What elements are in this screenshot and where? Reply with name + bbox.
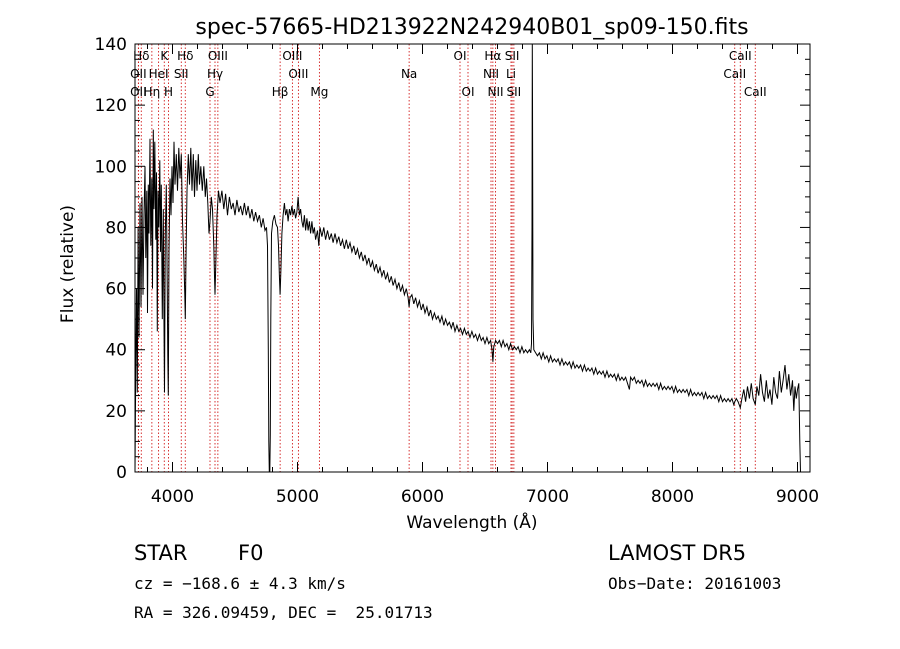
spectral-line-label: CaII (723, 67, 746, 81)
x-tick-label: 4000 (151, 487, 194, 507)
spectral-line-label: OIII (208, 49, 228, 63)
x-tick-label: 9000 (776, 487, 819, 507)
spectral-line-label: OI (462, 85, 475, 99)
chart-title: spec-57665-HD213922N242940B01_sp09-150.f… (195, 15, 748, 40)
spectral-line-label: SII (507, 85, 522, 99)
spectral-line-label: HeI (149, 67, 169, 81)
spectral-line-label: OII (130, 67, 147, 81)
spectral-line-label: K (160, 49, 169, 63)
spectral-line-label: OIII (288, 67, 308, 81)
spectral-line-label: SII (174, 67, 189, 81)
redshift-value: cz = −168.6 ± 4.3 km/s (134, 574, 346, 593)
x-tick-label: 5000 (276, 487, 319, 507)
y-tick-label: 80 (105, 218, 127, 238)
x-axis-ticks: 4000 5000 6000 7000 8000 9000 (147, 44, 819, 507)
spectral-line-markers (137, 44, 756, 472)
spectral-line-label: OII (130, 85, 147, 99)
y-tick-label: 120 (95, 96, 127, 116)
plot-frame (134, 43, 811, 473)
object-class: STAR (134, 541, 188, 565)
y-axis-label: Flux (relative) (58, 205, 78, 323)
spectral-line-label: Hγ (207, 67, 223, 81)
spectral-line-label: H (164, 85, 173, 99)
observation-date: Obs−Date: 20161003 (608, 574, 782, 593)
spectral-line-label: Li (506, 67, 516, 81)
y-tick-label: 60 (105, 280, 127, 300)
x-tick-label: 7000 (526, 487, 569, 507)
spectral-line-label: SII (505, 49, 520, 63)
spectral-line-label: Hη (144, 85, 161, 99)
spectral-line-label: NII (487, 85, 503, 99)
y-tick-label: 100 (95, 157, 127, 177)
spectral-line-label: G (205, 85, 214, 99)
spectral-line-labels: Hδ K Hδ OIII OIII OI Hα SII CaII OII HeI SII Hγ OIII N… (130, 49, 767, 99)
spectral-line-label: CaII (729, 49, 752, 63)
spectral-line-label: Hδ (177, 49, 193, 63)
spectral-line-label: Mg (310, 85, 328, 99)
survey-name: LAMOST DR5 (608, 541, 747, 565)
spectral-line-label: CaII (744, 85, 767, 99)
x-tick-label: 6000 (401, 487, 444, 507)
spectral-line-label: NII (483, 67, 499, 81)
spectrum-line (134, 43, 801, 473)
spectral-line-label: Na (401, 67, 417, 81)
spectral-line-label: Hδ (133, 49, 149, 63)
spectral-line-label: Hα (484, 49, 501, 63)
y-axis-ticks: 0 20 40 60 80 100 120 140 (95, 35, 810, 483)
spectral-line-label: Hβ (272, 85, 289, 99)
x-axis-label: Wavelength (Å) (406, 511, 537, 533)
coordinates: RA = 326.09459, DEC = 25.01713 (134, 603, 433, 622)
spectral-line-label: OI (454, 49, 467, 63)
y-tick-label: 0 (116, 463, 127, 483)
y-tick-label: 140 (95, 35, 127, 55)
y-tick-label: 40 (105, 341, 127, 361)
spectral-line-label: OIII (282, 49, 302, 63)
object-subclass: F0 (238, 541, 264, 565)
x-tick-label: 8000 (651, 487, 694, 507)
y-tick-label: 20 (105, 402, 127, 422)
